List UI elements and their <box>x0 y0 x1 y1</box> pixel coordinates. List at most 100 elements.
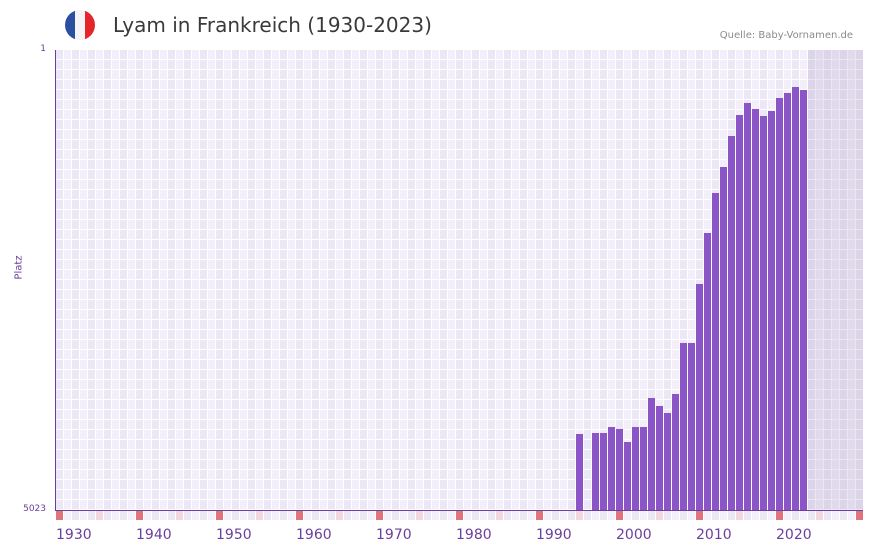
year-tick <box>576 511 583 520</box>
bar-2000[interactable] <box>616 429 623 510</box>
year-tick <box>600 511 607 520</box>
year-tick <box>360 511 367 520</box>
x-axis-line <box>55 510 863 511</box>
bar-2006[interactable] <box>664 413 671 510</box>
year-tick <box>408 511 415 520</box>
year-tick <box>112 511 119 520</box>
year-tick <box>824 511 831 520</box>
flag-red-stripe <box>85 10 95 40</box>
bar-2009[interactable] <box>688 343 695 510</box>
year-tick <box>744 511 751 520</box>
bar-2008[interactable] <box>680 343 687 510</box>
year-tick <box>104 511 111 520</box>
year-tick <box>560 511 567 520</box>
bar-2018[interactable] <box>760 116 767 510</box>
bar-2007[interactable] <box>672 394 679 510</box>
bar-2020[interactable] <box>776 98 783 510</box>
y-axis-top-label: 1 <box>40 44 46 54</box>
year-tick <box>96 511 103 520</box>
year-tick <box>312 511 319 520</box>
year-tick <box>752 511 759 520</box>
year-tick <box>504 511 511 520</box>
bar-2003[interactable] <box>640 427 647 510</box>
year-tick <box>640 511 647 520</box>
year-tick <box>568 511 575 520</box>
year-tick <box>624 511 631 520</box>
year-tick <box>520 511 527 520</box>
bar-2013[interactable] <box>720 166 727 510</box>
x-axis-label: 1950 <box>216 527 252 543</box>
year-tick <box>272 511 279 520</box>
year-tick <box>832 511 839 520</box>
bar-2011[interactable] <box>704 233 711 510</box>
year-tick <box>72 511 79 520</box>
year-tick <box>528 511 535 520</box>
year-tick <box>464 511 471 520</box>
year-tick <box>808 511 815 520</box>
year-tick <box>672 511 679 520</box>
year-tick <box>608 511 615 520</box>
bar-2016[interactable] <box>744 103 751 510</box>
year-tick <box>776 511 783 520</box>
year-tick <box>200 511 207 520</box>
y-axis-line <box>55 50 56 511</box>
year-tick <box>712 511 719 520</box>
year-tick <box>144 511 151 520</box>
year-tick <box>80 511 87 520</box>
year-tick <box>496 511 503 520</box>
bar-2015[interactable] <box>736 115 743 510</box>
bar-1998[interactable] <box>600 432 607 510</box>
year-tick <box>552 511 559 520</box>
year-tick <box>664 511 671 520</box>
year-tick <box>704 511 711 520</box>
year-tick <box>208 511 215 520</box>
year-tick <box>800 511 807 520</box>
year-tick <box>344 511 351 520</box>
bar-2023[interactable] <box>800 90 807 510</box>
year-tick <box>120 511 127 520</box>
bar-2012[interactable] <box>712 192 719 510</box>
year-tick <box>848 511 855 520</box>
bar-1997[interactable] <box>592 432 599 510</box>
plot-area <box>56 50 863 510</box>
bar-2021[interactable] <box>784 92 791 510</box>
year-tick <box>280 511 287 520</box>
year-tick <box>448 511 455 520</box>
year-tick <box>160 511 167 520</box>
source-credit: Quelle: Baby-Vornamen.de <box>719 30 853 41</box>
bar-2017[interactable] <box>752 109 759 510</box>
bar-2019[interactable] <box>768 111 775 510</box>
year-tick <box>400 511 407 520</box>
year-tick <box>248 511 255 520</box>
year-tick <box>256 511 263 520</box>
year-tick <box>168 511 175 520</box>
year-tick <box>648 511 655 520</box>
bar-2001[interactable] <box>624 442 631 510</box>
year-tick <box>784 511 791 520</box>
flag-blue-stripe <box>65 10 75 40</box>
bar-1995[interactable] <box>576 433 583 510</box>
bar-2004[interactable] <box>648 397 655 510</box>
year-tick <box>816 511 823 520</box>
year-tick <box>176 511 183 520</box>
year-tick-strip <box>56 511 863 520</box>
year-tick <box>232 511 239 520</box>
x-axis-label: 2000 <box>616 527 652 543</box>
year-tick <box>384 511 391 520</box>
year-tick <box>592 511 599 520</box>
x-axis-label: 1960 <box>296 527 332 543</box>
year-tick <box>488 511 495 520</box>
bar-2005[interactable] <box>656 406 663 510</box>
year-tick <box>296 511 303 520</box>
year-tick <box>328 511 335 520</box>
france-flag-icon <box>65 10 95 40</box>
year-tick <box>736 511 743 520</box>
bar-2002[interactable] <box>632 427 639 510</box>
year-tick <box>88 511 95 520</box>
year-tick <box>288 511 295 520</box>
bar-2014[interactable] <box>728 136 735 510</box>
bar-1999[interactable] <box>608 427 615 510</box>
x-axis-label: 2020 <box>776 527 812 543</box>
bar-2010[interactable] <box>696 284 703 510</box>
bar-2022[interactable] <box>792 87 799 510</box>
